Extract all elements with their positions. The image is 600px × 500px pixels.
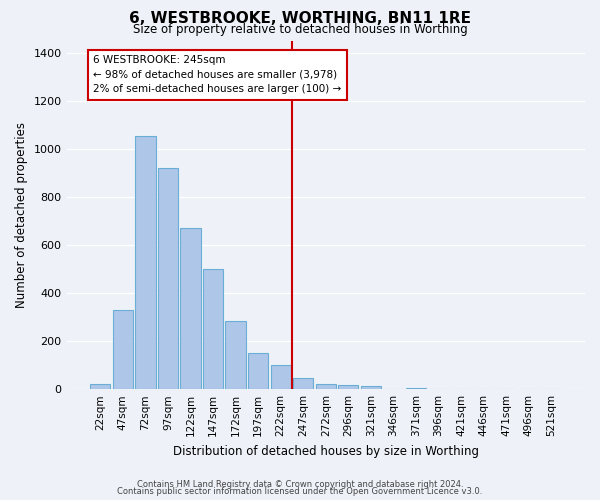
Bar — [226, 320, 246, 389]
Bar — [316, 384, 336, 389]
Bar — [248, 353, 268, 389]
Bar — [361, 386, 381, 389]
Bar — [113, 310, 133, 389]
Text: 6, WESTBROOKE, WORTHING, BN11 1RE: 6, WESTBROOKE, WORTHING, BN11 1RE — [129, 11, 471, 26]
Text: 6 WESTBROOKE: 245sqm
← 98% of detached houses are smaller (3,978)
2% of semi-det: 6 WESTBROOKE: 245sqm ← 98% of detached h… — [94, 55, 341, 94]
Bar — [135, 136, 155, 389]
Bar — [90, 384, 110, 389]
X-axis label: Distribution of detached houses by size in Worthing: Distribution of detached houses by size … — [173, 444, 479, 458]
Text: Contains HM Land Registry data © Crown copyright and database right 2024.: Contains HM Land Registry data © Crown c… — [137, 480, 463, 489]
Bar — [293, 378, 313, 389]
Text: Contains public sector information licensed under the Open Government Licence v3: Contains public sector information licen… — [118, 487, 482, 496]
Text: Size of property relative to detached houses in Worthing: Size of property relative to detached ho… — [133, 22, 467, 36]
Bar — [181, 228, 200, 389]
Bar — [158, 168, 178, 389]
Bar — [271, 365, 291, 389]
Bar — [338, 385, 358, 389]
Y-axis label: Number of detached properties: Number of detached properties — [15, 122, 28, 308]
Bar — [406, 388, 426, 389]
Bar — [203, 269, 223, 389]
